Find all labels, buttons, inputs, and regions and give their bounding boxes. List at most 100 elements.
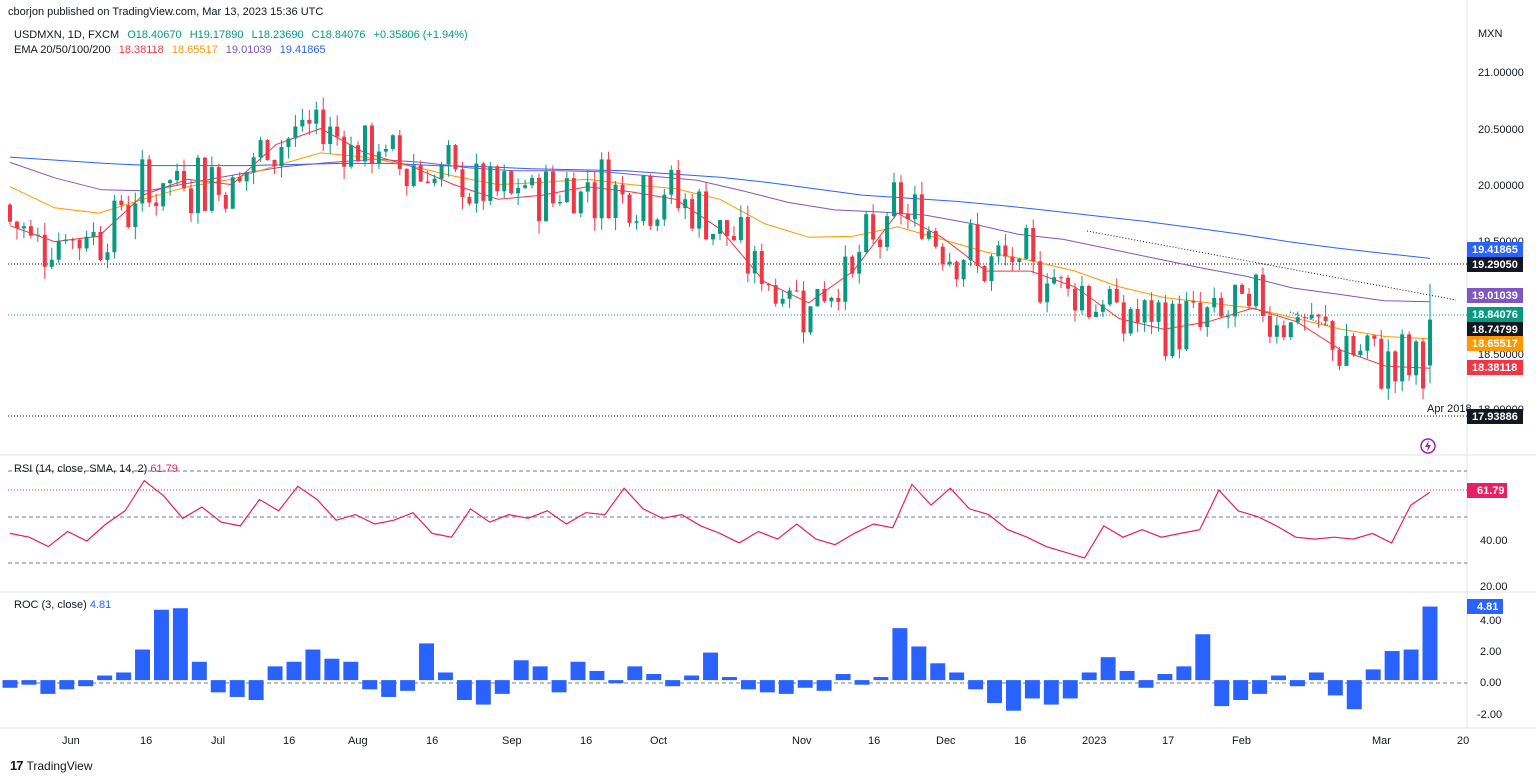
roc-bar [1024,680,1040,699]
candle-body [321,109,326,144]
candle-body [28,226,33,236]
candle-body [230,177,235,209]
currency-label: MXN [1478,28,1503,40]
tradingview-footer[interactable]: 17 TradingView [10,758,93,773]
candle-body [432,178,437,184]
roc-bar [1157,674,1173,681]
time-label: 16 [283,735,295,747]
candle-body [1059,277,1064,279]
candle-body [996,245,1001,257]
symbol-legend[interactable]: USDMXN, 1D, FXCM O18.40670 H19.17890 L18… [14,29,473,41]
rsi-tick: 20.00 [1480,581,1508,593]
candle-body [864,214,869,253]
candle-body [1260,274,1265,316]
candle-body [453,145,458,170]
candle-body [731,235,736,241]
candle-body [711,233,716,240]
roc-bar [135,649,151,681]
candle-body [1302,317,1307,319]
roc-bar [419,643,435,681]
candle-body [1407,334,1412,376]
roc-bar [1005,680,1021,711]
candle-body [390,135,395,149]
candle-body [307,119,312,124]
candle-body [578,191,583,214]
roc-bar [968,680,984,690]
roc-badge: 4.81 [1467,599,1503,614]
candle-body [446,145,451,165]
candle-body [885,216,890,248]
candle-body [752,250,757,274]
candle-body [1038,261,1043,303]
trendline-short[interactable] [1289,311,1331,327]
apr-2018-annotation: Apr 2018 [1427,403,1472,415]
candle-body [919,194,924,239]
candle-body [933,231,938,247]
candle-body [175,170,180,181]
ema50-value: 18.65517 [171,44,218,56]
candle-body [1274,325,1279,337]
price-tick: 21.00000 [1478,67,1524,79]
candle-body [404,168,409,187]
candle-body [8,204,12,222]
rsi-label-value: 61.79 [150,463,178,475]
roc-bar [1195,634,1211,681]
roc-bar [1119,670,1135,681]
roc-bar [362,680,378,690]
candle-body [328,126,333,144]
trendline[interactable] [1086,230,1457,301]
candle-body [878,239,883,248]
candle-body [168,180,173,184]
badge-text: 19.29050 [1472,259,1518,271]
rsi-tick: 40.00 [1480,535,1508,547]
roc-bar [40,680,56,694]
roc-bar [532,666,548,681]
candle-body [759,250,764,284]
time-label: Aug [348,735,368,747]
ohlc-high: H19.17890 [189,29,244,41]
candle-body [815,288,820,307]
tradingview-logo-icon: 17 [10,758,24,773]
rsi-label-text: RSI (14, close, SMA, 14, 2) [14,463,148,475]
ema20-value: 18.38118 [118,44,164,56]
roc-bar [1365,669,1381,681]
candle-body [1086,285,1091,318]
price-badge-ema20: 18.38118 [1467,360,1523,375]
roc-legend[interactable]: ROC (3, close) 4.81 [14,599,111,611]
roc-bar [381,680,397,697]
time-label: Sep [502,735,522,747]
candle-body [1309,314,1314,319]
roc-bar [854,680,870,685]
roc-bar [949,672,965,681]
ohlc-low: L18.23690 [251,29,304,41]
roc-bar [1308,672,1324,681]
roc-tick: 2.00 [1480,646,1501,658]
candle-body [126,205,131,227]
candle-body [460,169,465,198]
roc-label-value: 4.81 [89,599,112,611]
roc-bar [2,680,18,688]
candle-body [1052,277,1057,284]
candle-body [1073,288,1077,311]
roc-label-text: ROC (3, close) [14,599,87,611]
candle-body [383,148,388,152]
time-label: 20 [1457,735,1469,747]
candle-body [112,200,117,253]
time-label: Dec [936,735,956,747]
rsi-legend[interactable]: RSI (14, close, SMA, 14, 2) 61.79 [14,463,178,475]
roc-bar [1403,649,1419,681]
candle-body [634,221,639,223]
roc-tick: 4.00 [1480,615,1501,627]
ema-legend[interactable]: EMA 20/50/100/200 18.38118 18.65517 19.0… [14,44,331,56]
lightning-icon[interactable] [1420,438,1436,454]
roc-bar [59,680,75,690]
roc-tick: -2.00 [1477,709,1502,721]
candle-body [1365,335,1370,351]
roc-bar [987,680,1003,704]
candle-body [766,283,771,286]
candle-body [697,191,702,229]
candle-body [537,177,542,222]
roc-bar [646,674,662,681]
roc-bar [400,680,416,691]
